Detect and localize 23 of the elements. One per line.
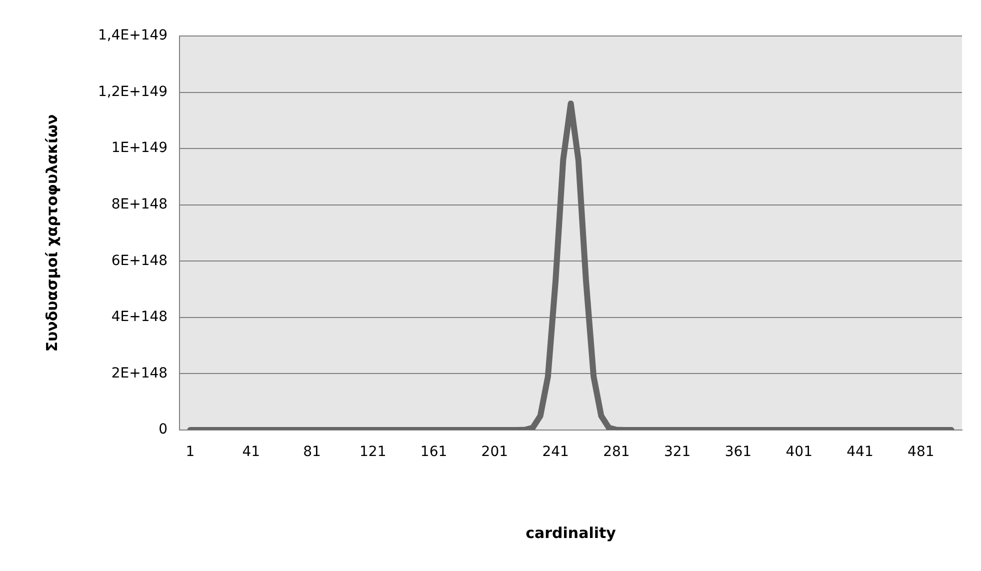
x-tick-label: 481: [908, 444, 934, 460]
x-tick-label: 201: [481, 444, 508, 460]
x-tick-label: 401: [786, 444, 812, 460]
x-tick-label: 361: [724, 444, 752, 460]
x-tick-label: 241: [542, 444, 569, 460]
x-tick-label: 41: [242, 444, 260, 460]
x-axis-title: cardinality: [526, 524, 616, 542]
y-tick-label: 1,4E+149: [98, 28, 168, 44]
x-tick-label: 161: [420, 444, 448, 460]
x-tick-label: 1: [186, 444, 195, 460]
y-tick-label: 1,2E+149: [98, 84, 168, 100]
x-tick-label: 121: [360, 444, 386, 460]
y-axis-title: Συνδυασμοί χαρτοφυλακίων: [42, 114, 61, 352]
x-tick-label: 281: [603, 444, 630, 460]
x-tick-label: 441: [846, 444, 874, 460]
x-tick-label: 321: [664, 444, 691, 460]
y-tick-label: 2E+148: [111, 365, 168, 382]
y-tick-label: 8E+148: [111, 196, 168, 212]
y-tick-label: 6E+148: [111, 252, 168, 269]
y-tick-label: 4E+148: [111, 309, 168, 326]
y-tick-label: 1E+149: [111, 140, 168, 156]
y-tick-label: 0: [158, 422, 168, 438]
x-tick-label: 81: [303, 444, 321, 460]
